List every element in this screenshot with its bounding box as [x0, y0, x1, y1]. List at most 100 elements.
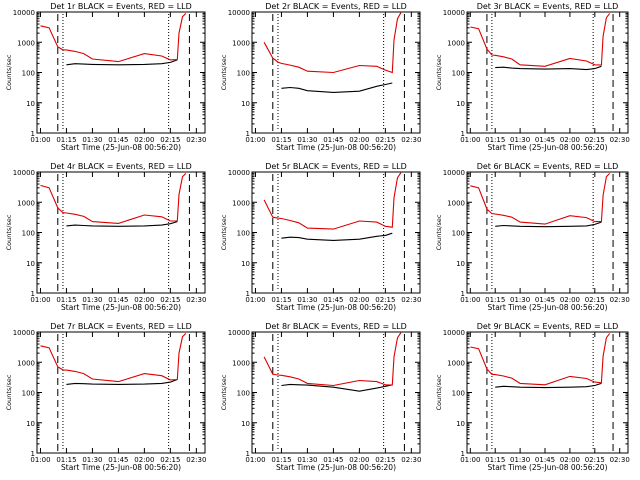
y-tick-label: 10000	[228, 9, 250, 17]
x-tick-label: 01:00	[245, 456, 265, 464]
y-tick-label: 10	[456, 420, 465, 428]
series-line-events	[495, 221, 602, 228]
panel-title: Det 7r BLACK = Events, RED = LLD	[50, 322, 192, 331]
x-tick-label: 02:30	[186, 456, 206, 464]
panel-det-3: Det 3r BLACK = Events, RED = LLD 1 10 100 10…	[435, 2, 630, 152]
y-tick-label: 10000	[443, 169, 465, 177]
x-tick-label: 02:15	[585, 136, 605, 144]
y-tick-label: 100	[452, 70, 465, 78]
x-tick-label: 01:00	[30, 136, 50, 144]
y-tick-label: 1	[461, 130, 465, 138]
plot-frame	[251, 11, 421, 134]
x-tick-label: 02:00	[560, 136, 580, 144]
x-tick-label: 02:00	[560, 456, 580, 464]
y-tick-label: 100	[22, 70, 35, 78]
y-tick-label: 10	[241, 100, 250, 108]
panel-title: Det 1r BLACK = Events, RED = LLD	[50, 2, 192, 11]
y-tick-label: 1	[31, 450, 35, 458]
panel-det-8: Det 8r BLACK = Events, RED = LLD 1 10 100 10…	[220, 322, 421, 472]
y-tick-label: 100	[452, 230, 465, 238]
x-tick-label: 02:00	[134, 456, 154, 464]
y-tick-label: 10	[26, 420, 35, 428]
series-line-events	[281, 232, 393, 241]
y-axis-label: Counts/sec	[435, 374, 443, 410]
x-tick-label: 01:45	[323, 136, 343, 144]
x-tick-label: 02:00	[349, 136, 369, 144]
x-tick-label: 02:00	[134, 136, 154, 144]
y-tick-label: 1000	[17, 359, 35, 367]
x-tick-label: 02:30	[401, 296, 421, 304]
y-tick-label: 1	[246, 290, 250, 298]
x-tick-label: 01:00	[460, 136, 480, 144]
panel-det-4: Det 4r BLACK = Events, RED = LLD 1 10 100 10…	[5, 162, 206, 312]
x-tick-label: 01:30	[297, 296, 317, 304]
y-tick-label: 10	[241, 420, 250, 428]
x-tick-label: 01:15	[56, 456, 76, 464]
x-tick-label: 02:00	[349, 456, 369, 464]
x-axis-label: Start Time (25-Jun-08 00:56:20)	[61, 303, 181, 312]
x-tick-label: 01:30	[297, 456, 317, 464]
x-axis-label: Start Time (25-Jun-08 00:56:20)	[276, 303, 396, 312]
x-tick-label: 01:30	[297, 136, 317, 144]
x-tick-label: 01:30	[510, 296, 530, 304]
y-tick-label: 1000	[232, 199, 250, 207]
x-axis-label: Start Time (25-Jun-08 00:56:20)	[488, 463, 608, 472]
y-tick-label: 100	[22, 230, 35, 238]
x-tick-label: 01:30	[82, 296, 102, 304]
x-tick-label: 01:45	[108, 296, 128, 304]
x-tick-label: 01:15	[56, 296, 76, 304]
y-axis-label: Counts/sec	[220, 214, 228, 250]
panel-title: Det 2r BLACK = Events, RED = LLD	[265, 2, 407, 11]
panel-det-6: Det 6r BLACK = Events, RED = LLD 1 10 100 10…	[435, 162, 630, 312]
x-tick-label: 02:30	[610, 136, 630, 144]
series-line-events	[66, 59, 178, 66]
x-tick-label: 02:15	[585, 296, 605, 304]
panel-det-1: Det 1r BLACK = Events, RED = LLD 1 10 100 10…	[5, 2, 206, 152]
y-tick-label: 100	[452, 390, 465, 398]
y-tick-label: 10000	[13, 169, 35, 177]
x-tick-label: 01:15	[271, 296, 291, 304]
x-axis-label: Start Time (25-Jun-08 00:56:20)	[61, 143, 181, 152]
y-axis-label: Counts/sec	[220, 54, 228, 90]
x-tick-label: 01:45	[323, 456, 343, 464]
panel-title: Det 4r BLACK = Events, RED = LLD	[50, 162, 192, 171]
x-tick-label: 01:15	[485, 456, 505, 464]
x-tick-label: 02:30	[401, 456, 421, 464]
series-line-lld	[470, 13, 611, 67]
y-tick-label: 10	[26, 260, 35, 268]
series-line-events	[495, 65, 602, 71]
x-axis-label: Start Time (25-Jun-08 00:56:20)	[276, 463, 396, 472]
x-tick-label: 01:15	[271, 456, 291, 464]
y-tick-label: 100	[237, 390, 250, 398]
y-tick-label: 1	[246, 450, 250, 458]
x-tick-label: 01:30	[510, 136, 530, 144]
y-tick-label: 10	[26, 100, 35, 108]
y-axis-label: Counts/sec	[5, 214, 13, 250]
x-tick-label: 02:15	[160, 456, 180, 464]
series-line-lld	[40, 333, 187, 383]
x-tick-label: 01:00	[460, 456, 480, 464]
x-tick-label: 01:45	[535, 296, 555, 304]
y-axis-label: Counts/sec	[435, 214, 443, 250]
y-tick-label: 10000	[228, 169, 250, 177]
panel-det-7: Det 7r BLACK = Events, RED = LLD 1 10 100 10…	[5, 322, 206, 472]
x-tick-label: 02:30	[186, 136, 206, 144]
series-line-lld	[470, 333, 611, 386]
y-axis-label: Counts/sec	[435, 54, 443, 90]
x-tick-label: 02:30	[401, 136, 421, 144]
series-line-events	[495, 382, 602, 389]
x-tick-label: 01:45	[108, 456, 128, 464]
panel-title: Det 3r BLACK = Events, RED = LLD	[477, 2, 619, 11]
y-tick-label: 1	[246, 130, 250, 138]
x-tick-label: 01:15	[271, 136, 291, 144]
x-tick-label: 01:30	[510, 456, 530, 464]
y-tick-label: 100	[237, 70, 250, 78]
y-axis-label: Counts/sec	[5, 374, 13, 410]
x-tick-label: 01:00	[245, 296, 265, 304]
x-tick-label: 02:00	[134, 296, 154, 304]
x-tick-label: 02:15	[585, 456, 605, 464]
y-tick-label: 10000	[13, 9, 35, 17]
series-line-events	[281, 383, 393, 392]
y-tick-label: 1000	[232, 359, 250, 367]
x-tick-label: 02:00	[349, 296, 369, 304]
